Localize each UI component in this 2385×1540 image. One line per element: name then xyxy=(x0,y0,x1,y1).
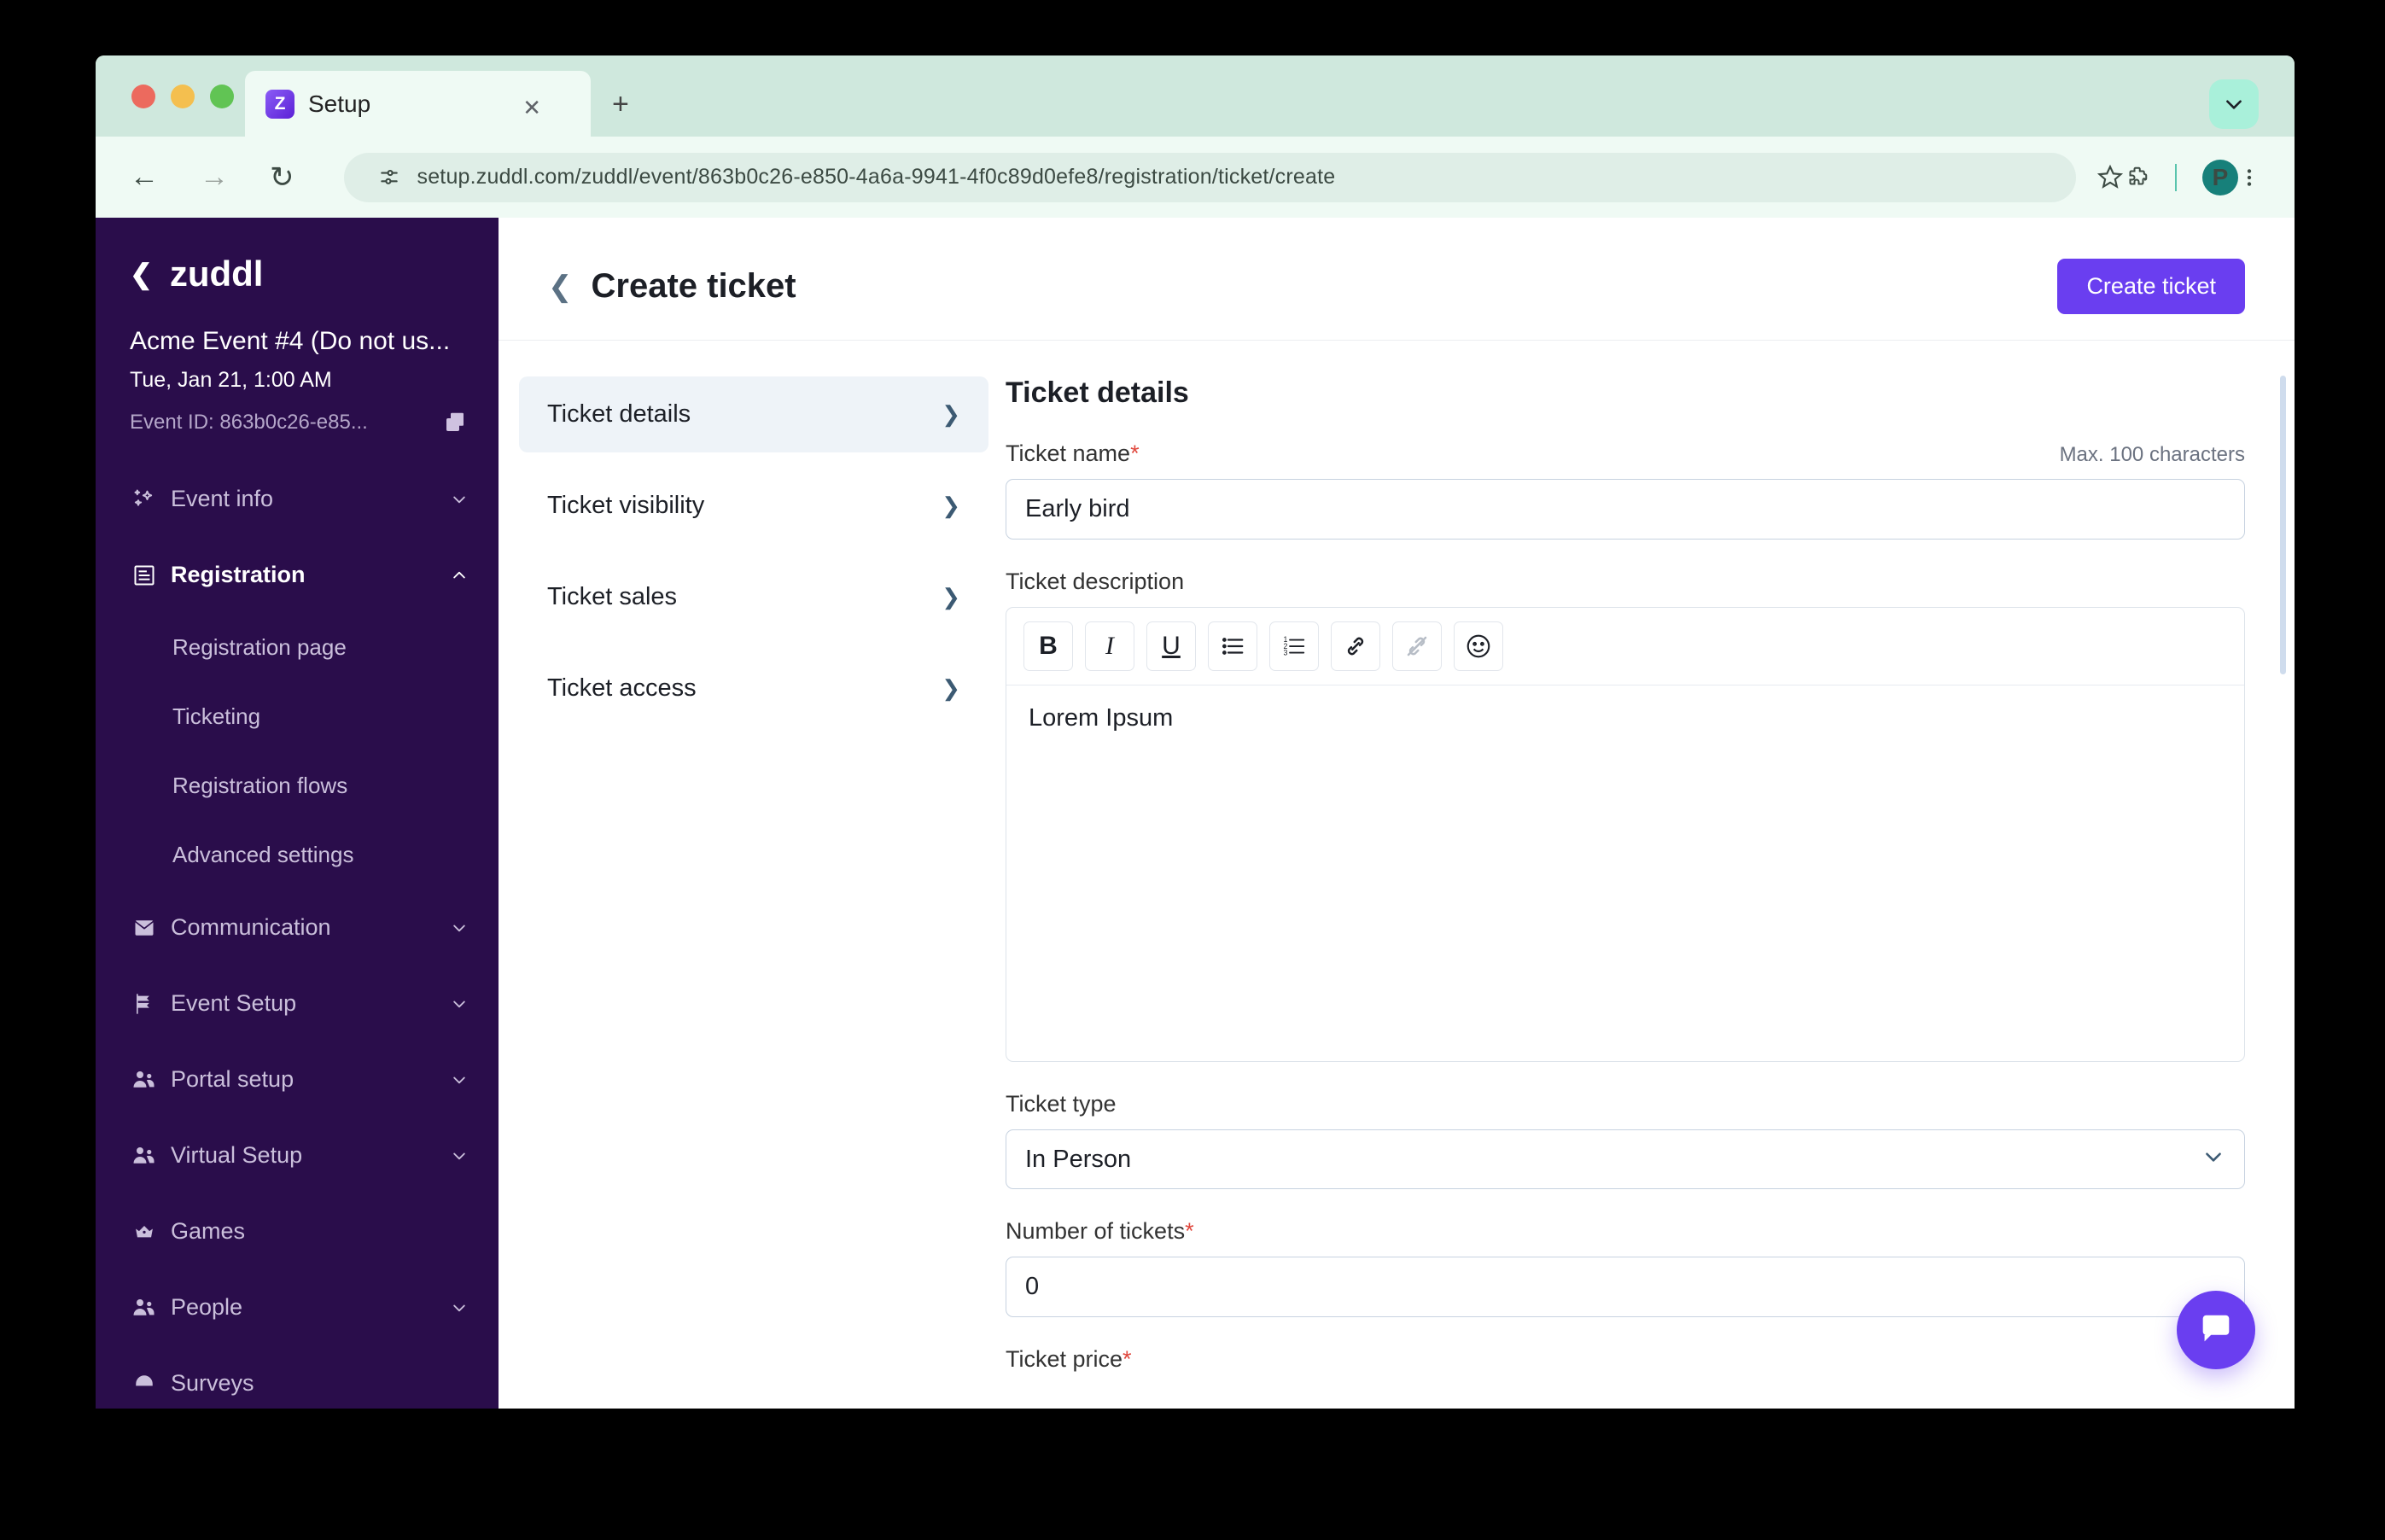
svg-text:3: 3 xyxy=(1284,649,1288,657)
